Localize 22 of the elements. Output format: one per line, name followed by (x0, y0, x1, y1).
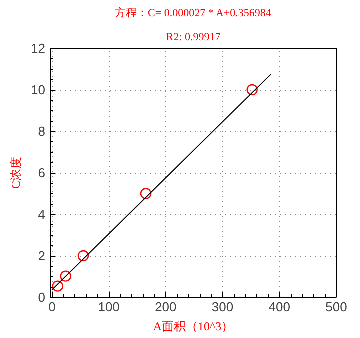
y-tick-label: 8 (38, 124, 46, 139)
point (60, 270, 72, 282)
y-tick-label: 4 (38, 207, 46, 222)
y-tick-label: 10 (31, 82, 46, 98)
x-tick-label: 100 (98, 300, 120, 314)
chart-subtitle: R2: 0.99917 (166, 32, 222, 44)
x-axis-title: A面积（10^3） (153, 320, 234, 334)
x-tick-label: 300 (212, 300, 234, 314)
x-tick-label: 0 (48, 300, 56, 314)
y-tick-label: 0 (38, 290, 46, 305)
y-tick-label: 2 (38, 248, 46, 264)
y-axis-title: C浓度 (9, 156, 24, 189)
x-tick-label: 400 (268, 300, 290, 314)
y-tick-label: 6 (38, 166, 46, 180)
x-tick-label: 500 (326, 300, 348, 314)
y-tick-label: 12 (31, 41, 46, 56)
point (246, 84, 258, 96)
point (140, 188, 152, 200)
x-tick-label: 200 (155, 300, 177, 314)
chart-title: 方程：C= 0.000027 * A+0.356984 (115, 6, 272, 20)
point (78, 250, 90, 262)
point (52, 280, 64, 292)
